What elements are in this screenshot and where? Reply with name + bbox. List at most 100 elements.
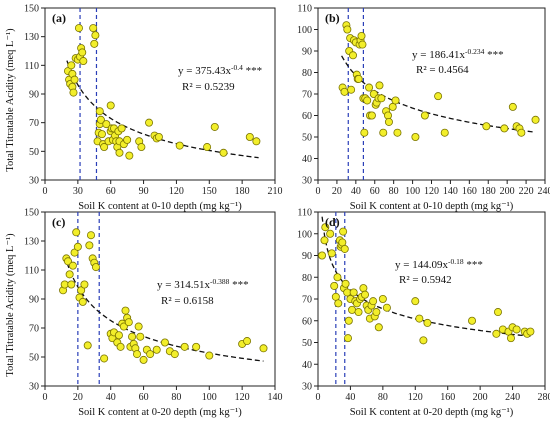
- y-tick-label: 130: [24, 32, 39, 43]
- x-axis-label: Soil K content at 0-20 depth (mg kg⁻¹): [350, 407, 514, 418]
- x-tick-label: 120: [408, 392, 423, 403]
- y-tick-label: 90: [302, 47, 312, 58]
- x-tick-label: 80: [378, 392, 388, 403]
- data-point: [434, 92, 443, 101]
- data-point: [114, 331, 123, 340]
- data-point: [411, 297, 420, 306]
- data-point: [137, 143, 146, 152]
- x-tick-label: 210: [268, 186, 283, 197]
- x-tick-label: 200: [473, 392, 488, 403]
- panels-group: 0 30 60 90 120 150 180 210 30 50 70 90 110 130 150 Soil…: [24, 4, 550, 419]
- y-tick-label: 50: [302, 338, 312, 349]
- data-point: [252, 137, 261, 146]
- data-point: [377, 94, 386, 103]
- data-point: [132, 350, 141, 359]
- data-point: [180, 342, 189, 351]
- x-tick-label: 80: [389, 186, 399, 197]
- x-tick-label: 150: [202, 186, 217, 197]
- data-point: [117, 124, 126, 133]
- y-tick-label: 100: [297, 25, 312, 36]
- data-point: [116, 342, 125, 351]
- data-point: [341, 279, 350, 288]
- data-point: [339, 227, 348, 236]
- y-tick-label: 70: [29, 118, 39, 129]
- data-point: [80, 280, 89, 289]
- data-point: [89, 24, 98, 33]
- y-tick-label: 110: [297, 208, 312, 219]
- data-point: [91, 31, 100, 40]
- data-point: [367, 111, 376, 120]
- y-tick-label: 60: [302, 316, 312, 327]
- y-tick-label: 150: [24, 208, 39, 219]
- x-tick-label: 280: [538, 392, 550, 403]
- data-point: [97, 130, 106, 139]
- data-point: [205, 351, 214, 360]
- data-point: [146, 350, 155, 359]
- equation-text: y = 144.09x-0.18 ***: [395, 257, 483, 271]
- y-tick-label: 80: [302, 273, 312, 284]
- data-point: [347, 85, 356, 94]
- y-tick-label: 70: [29, 324, 39, 335]
- data-point: [326, 229, 335, 238]
- y-tick-label: 90: [302, 251, 312, 262]
- x-tick-label: 0: [316, 186, 321, 197]
- data-point: [526, 327, 535, 336]
- y-axis-label-top: Total Titratable Acidity (meq L⁻¹): [5, 28, 16, 172]
- panel-c: 0 20 40 60 80 100 120 140 30 50 70 90 110 130 150 Soil …: [24, 208, 283, 419]
- data-point: [87, 231, 96, 240]
- data-point: [378, 294, 387, 303]
- data-point: [330, 281, 339, 290]
- data-point: [259, 344, 268, 353]
- x-tick-label: 240: [538, 186, 550, 197]
- data-point: [83, 341, 92, 350]
- data-point: [119, 322, 128, 331]
- y-tick-label: 50: [29, 353, 39, 364]
- data-point: [374, 323, 383, 332]
- data-point: [354, 308, 363, 317]
- x-axis-label: Soil K content at 0-10 depth (mg kg⁻¹): [350, 201, 514, 212]
- data-point: [69, 88, 78, 97]
- data-point: [320, 236, 329, 245]
- data-point: [340, 244, 349, 253]
- x-tick-label: 0: [43, 186, 48, 197]
- data-point: [85, 241, 94, 250]
- x-tick-label: 60: [106, 186, 116, 197]
- data-point: [67, 61, 76, 70]
- r-squared-text: R² = 0.6158: [161, 295, 214, 307]
- y-tick-label: 110: [24, 266, 39, 277]
- x-tick-label: 90: [139, 186, 149, 197]
- x-axis-label: Soil K content at 0-10 depth (mg kg⁻¹): [78, 201, 242, 212]
- data-point: [96, 115, 105, 124]
- data-point: [245, 132, 254, 141]
- data-point: [343, 334, 352, 343]
- x-tick-label: 0: [316, 392, 321, 403]
- data-point: [192, 342, 201, 351]
- data-point: [508, 102, 517, 111]
- data-point: [65, 270, 74, 279]
- data-point: [154, 132, 163, 141]
- data-point: [175, 141, 184, 150]
- y-tick-label: 40: [302, 154, 312, 165]
- panel-b: 0 20 40 60 80 100 120 140 160 180 200 220 240 30 40 50 6…: [297, 4, 550, 213]
- data-point: [68, 261, 77, 270]
- data-point: [134, 322, 143, 331]
- panel-label: (b): [325, 11, 340, 25]
- data-point: [369, 297, 378, 306]
- data-point: [500, 124, 509, 133]
- data-point: [517, 128, 526, 137]
- data-point: [67, 280, 76, 289]
- data-point: [379, 128, 388, 137]
- data-point: [100, 143, 109, 152]
- data-point: [411, 132, 420, 141]
- y-tick-label: 90: [29, 90, 39, 101]
- panel-label: (a): [52, 11, 66, 25]
- data-point: [78, 48, 87, 57]
- x-tick-label: 0: [43, 392, 48, 403]
- x-axis-label: Soil K content at 0-20 depth (mg kg⁻¹): [78, 407, 242, 418]
- data-point: [357, 31, 366, 40]
- y-tick-label: 70: [302, 295, 312, 306]
- x-tick-label: 200: [500, 186, 515, 197]
- x-tick-label: 100: [405, 186, 420, 197]
- data-point: [327, 249, 336, 258]
